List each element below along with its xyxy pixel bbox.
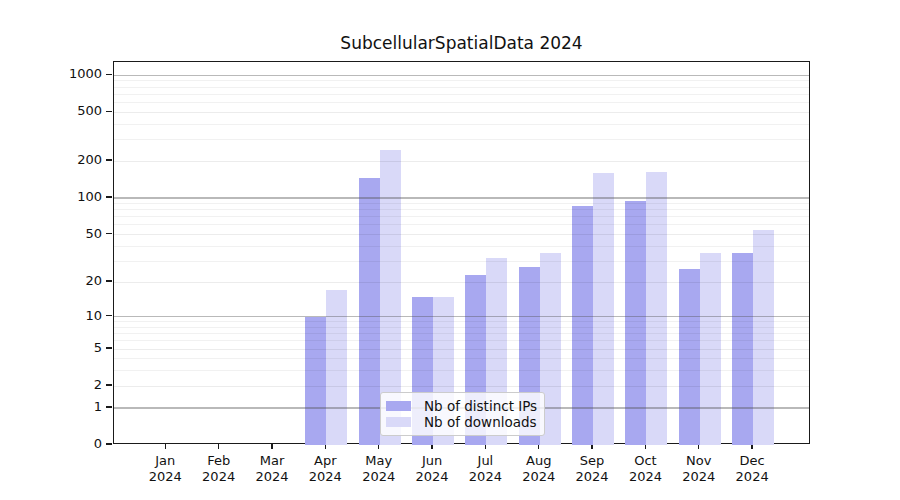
y-tick-label-20: 20 — [32, 273, 102, 289]
y-tick-label-2: 2 — [32, 377, 102, 393]
bar-apr-downloads — [326, 290, 347, 445]
legend-entry-distinct-ips: Nb of distinct IPs — [386, 399, 536, 413]
grid-line-4 — [114, 358, 809, 359]
chart-title: SubcellularSpatialData 2024 — [113, 33, 810, 53]
bar-may-ips — [359, 178, 380, 445]
grid-line-40 — [114, 246, 809, 247]
grid-line-20 — [114, 282, 809, 283]
y-tick-mark-1000 — [106, 74, 112, 75]
x-tick-mark-jan — [165, 444, 166, 449]
y-tick-label-200: 200 — [32, 152, 102, 168]
legend-entry-downloads: Nb of downloads — [386, 415, 536, 429]
y-tick-mark-0 — [106, 443, 112, 444]
grid-line-30 — [114, 261, 809, 262]
grid-line-6 — [114, 340, 809, 341]
grid-line-300 — [114, 139, 809, 140]
y-tick-label-5: 5 — [32, 340, 102, 356]
grid-line-5 — [114, 349, 809, 350]
grid-line-200 — [114, 161, 809, 162]
y-tick-mark-1 — [106, 406, 112, 407]
y-tick-mark-10 — [106, 315, 112, 316]
grid-line-400 — [114, 124, 809, 125]
legend: Nb of distinct IPs Nb of downloads — [380, 392, 545, 436]
bar-nov-ips — [679, 269, 700, 445]
y-tick-mark-20 — [106, 280, 112, 281]
grid-line-100 — [114, 197, 809, 198]
bar-oct-downloads — [646, 172, 667, 445]
grid-line-8 — [114, 327, 809, 328]
grid-line-60 — [114, 224, 809, 225]
y-tick-label-50: 50 — [32, 226, 102, 242]
x-tick-label-dec: Dec 2024 — [720, 453, 784, 484]
bar-dec-downloads — [753, 230, 774, 445]
figure: SubcellularSpatialData 2024 Nb of distin… — [0, 0, 900, 500]
grid-line-90 — [114, 203, 809, 204]
x-tick-mark-mar — [271, 444, 272, 449]
y-tick-label-10: 10 — [32, 308, 102, 324]
y-tick-label-100: 100 — [32, 189, 102, 205]
y-tick-label-1000: 1000 — [32, 66, 102, 82]
legend-label-downloads: Nb of downloads — [424, 415, 537, 429]
y-tick-label-500: 500 — [32, 103, 102, 119]
grid-line-3 — [114, 370, 809, 371]
y-tick-label-0: 0 — [32, 436, 102, 452]
legend-swatch-downloads — [386, 417, 411, 427]
y-tick-label-1: 1 — [32, 399, 102, 415]
grid-line-600 — [114, 102, 809, 103]
legend-label-distinct-ips: Nb of distinct IPs — [424, 399, 537, 413]
grid-line-700 — [114, 94, 809, 95]
grid-line-500 — [114, 112, 809, 113]
y-tick-mark-500 — [106, 111, 112, 112]
grid-line-7 — [114, 333, 809, 334]
grid-line-800 — [114, 87, 809, 88]
grid-line-1000 — [114, 75, 809, 76]
grid-line-80 — [114, 209, 809, 210]
y-tick-mark-5 — [106, 347, 112, 348]
y-tick-mark-2 — [106, 384, 112, 385]
y-tick-mark-50 — [106, 233, 112, 234]
bar-apr-ips — [305, 317, 326, 445]
bar-sep-downloads — [593, 173, 614, 445]
legend-swatch-distinct-ips — [386, 401, 411, 411]
grid-line-900 — [114, 80, 809, 81]
grid-line-50 — [114, 234, 809, 235]
x-tick-mark-feb — [218, 444, 219, 449]
grid-line-70 — [114, 216, 809, 217]
y-tick-mark-200 — [106, 159, 112, 160]
grid-line-2 — [114, 386, 809, 387]
y-tick-mark-100 — [106, 196, 112, 197]
grid-line-10 — [114, 316, 809, 317]
bar-sep-ips — [572, 206, 593, 445]
plot-area — [113, 61, 810, 444]
grid-line-9 — [114, 321, 809, 322]
